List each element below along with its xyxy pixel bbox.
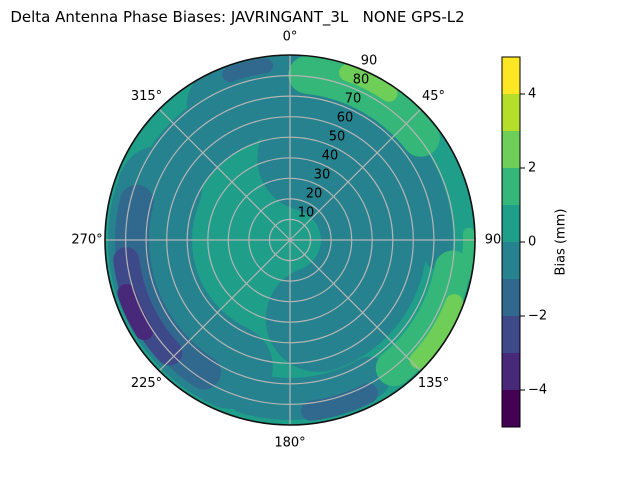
colorbar-segment-n4-n3 [502,353,520,390]
colorbar-segment-3-4 [502,94,520,131]
grid-spoke-315 [158,108,291,241]
angular-tick-45: 45° [422,89,445,104]
angular-tick-90: 90 [485,233,502,248]
radial-tick-labels: 10 20 30 40 50 60 70 80 90 [298,54,378,221]
colorbar-tick-2: 2 [528,161,536,176]
angular-tick-315: 315° [131,89,162,104]
angular-tick-0: 0° [283,30,298,45]
radial-tick-90: 90 [361,54,378,69]
contour-region-left-deepest-spot [117,284,154,341]
colorbar-segment-n1-0 [502,242,520,279]
contour-region-left-depression [108,145,273,409]
polar-outline [104,54,476,426]
colorbar-segment-n5-n4 [502,390,520,427]
contour-region-top-edge-minimum [222,58,273,83]
contour-region-right-peak [409,294,464,369]
angular-tick-225: 225° [131,376,162,391]
radial-tick-30: 30 [314,168,331,183]
colorbar: 4 2 0 −2 −4 Bias (mm) [501,56,569,428]
colorbar-axis-label: Bias (mm) [554,209,569,276]
contour-region-center-right-depression [257,105,427,372]
colorbar-tick-4: 4 [528,87,536,102]
radial-tick-80: 80 [353,73,370,88]
colorbar-segment-1-2 [502,168,520,205]
grid-spoke-225 [158,239,291,372]
polar-plot-area: 0° 45° 90 135° 180° 225° 270° 315° 10 20… [71,30,501,451]
contour-region-bottom-edge-minimum [301,383,379,421]
contour-region-right-depression [402,147,453,270]
colorbar-segment-2-3 [502,131,520,168]
angular-tick-135: 135° [418,376,449,391]
colorbar-segment-0-1 [502,205,520,242]
colorbar-segment-n2-n1 [502,279,520,316]
contour-region-top-right-peak [339,64,398,102]
contour-region-top-right-maximum [288,55,440,157]
chart-title: Delta Antenna Phase Biases: JAVRINGANT_3… [10,8,465,26]
radial-tick-60: 60 [337,111,354,126]
colorbar-segment-n3-n2 [502,316,520,353]
grid-spoke-135 [289,239,422,372]
angular-tick-180: 180° [274,436,305,451]
radial-tick-40: 40 [322,149,339,164]
radial-tick-10: 10 [298,206,315,221]
angular-tick-270: 270° [71,233,102,248]
contour-region-upper-right-depression [312,93,427,198]
colorbar-tick-n2: −2 [528,309,547,324]
colorbar-tick-n4: −4 [528,383,547,398]
polar-grid [104,54,476,426]
radial-tick-70: 70 [345,92,362,107]
grid-spoke-45 [289,108,422,241]
radial-tick-20: 20 [306,187,323,202]
angular-tick-labels: 0° 45° 90 135° 180° 225° 270° 315° [71,30,501,451]
radial-tick-50: 50 [329,130,346,145]
colorbar-segment-4-5 [502,57,520,94]
colorbar-tick-0: 0 [528,235,536,250]
